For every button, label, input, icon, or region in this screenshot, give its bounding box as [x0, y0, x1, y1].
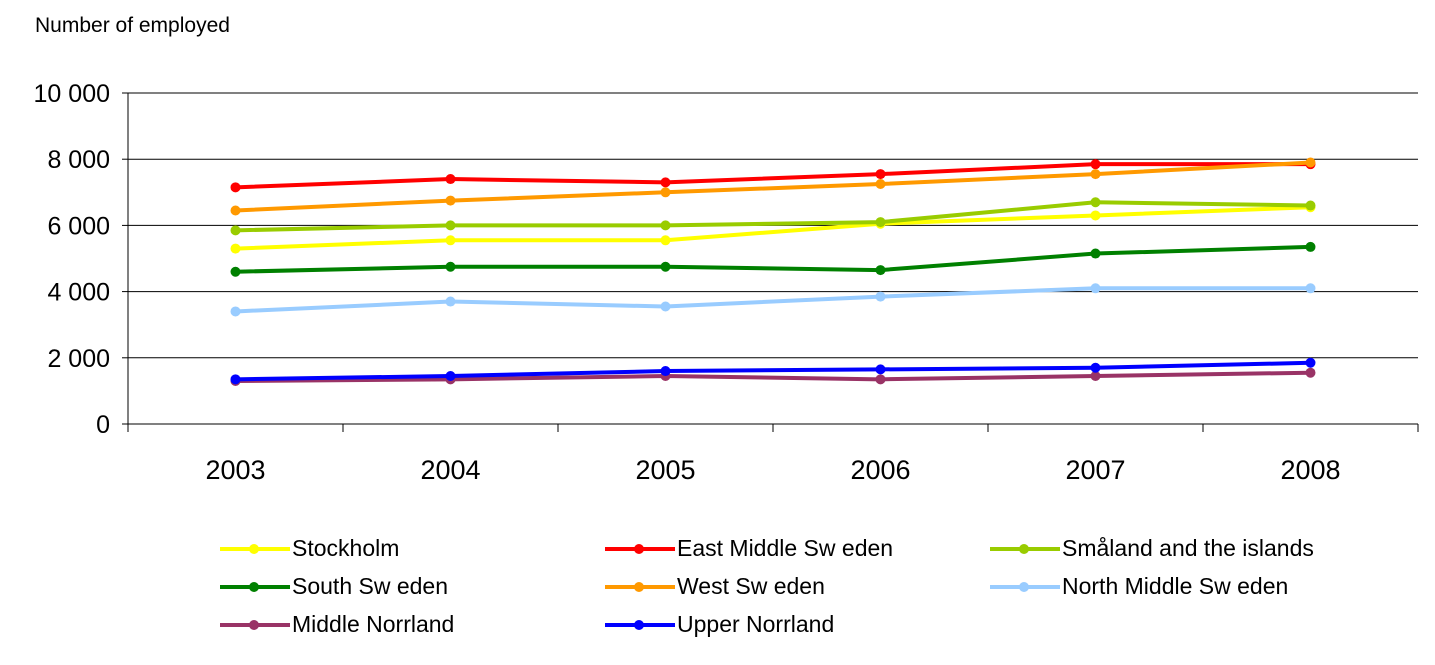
data-point [445, 371, 456, 382]
data-point [1090, 197, 1101, 208]
series-line [235, 205, 1311, 251]
data-point [875, 265, 886, 276]
legend-item: Middle Norrland [220, 611, 454, 638]
legend-item: Upper Norrland [605, 611, 834, 638]
legend-item: Småland and the islands [990, 535, 1314, 562]
data-point [660, 177, 671, 188]
data-point [660, 366, 671, 377]
data-point [230, 374, 241, 385]
legend-item: Stockholm [220, 535, 399, 562]
legend-swatch-marker [634, 581, 644, 592]
legend-swatch-marker [249, 543, 259, 554]
legend-swatch [605, 577, 675, 597]
data-point [445, 195, 456, 206]
data-point [445, 296, 456, 307]
data-point [1090, 210, 1101, 221]
x-tick-label: 2007 [1065, 455, 1125, 485]
legend-swatch-marker [1019, 543, 1029, 554]
data-point [660, 301, 671, 312]
x-tick-label: 2005 [635, 455, 695, 485]
data-point [1090, 159, 1101, 170]
legend-item: East Middle Sw eden [605, 535, 893, 562]
data-point [445, 220, 456, 231]
series-line [235, 286, 1311, 314]
legend-label: East Middle Sw eden [677, 535, 894, 561]
legend-swatch [220, 539, 290, 559]
data-point [875, 374, 886, 385]
series-line [235, 244, 1311, 274]
series-line [235, 200, 1311, 233]
legend-swatch-marker [1019, 581, 1029, 592]
series-line [235, 360, 1311, 382]
data-point [230, 266, 241, 277]
data-point [875, 217, 886, 228]
data-point [1305, 367, 1316, 378]
data-point [660, 235, 671, 246]
data-point [230, 182, 241, 193]
y-tick-label: 6 000 [47, 212, 110, 240]
series-line [235, 162, 1311, 190]
data-point [875, 364, 886, 375]
legend-label: South Sw eden [292, 573, 449, 599]
legend-swatch-marker [634, 543, 644, 554]
data-point [230, 205, 241, 216]
y-tick-label: 10 000 [34, 80, 110, 108]
data-point [230, 225, 241, 236]
x-tick-label: 2004 [420, 455, 480, 485]
data-point [445, 174, 456, 185]
data-point [1305, 357, 1316, 368]
y-tick-label: 4 000 [47, 279, 110, 307]
legend-swatch-marker [249, 581, 259, 592]
data-point [445, 235, 456, 246]
data-point [1090, 169, 1101, 180]
x-tick-label: 2006 [850, 455, 910, 485]
legend-swatch-marker [249, 619, 259, 630]
y-tick-label: 8 000 [47, 146, 110, 174]
y-axis-title: Number of employed [35, 14, 230, 37]
data-point [230, 306, 241, 317]
x-tick-label: 2003 [205, 455, 265, 485]
legend-item: North Middle Sw eden [990, 573, 1288, 600]
data-point [1305, 241, 1316, 252]
data-point [1305, 157, 1316, 168]
legend-swatch [990, 577, 1060, 597]
data-point [1090, 371, 1101, 382]
data-point [875, 291, 886, 302]
legend-swatch [605, 539, 675, 559]
y-tick-label: 2 000 [47, 345, 110, 373]
legend-swatch [220, 615, 290, 635]
data-point [660, 187, 671, 198]
data-point [1305, 200, 1316, 211]
series-line [235, 370, 1311, 383]
legend-label: Middle Norrland [292, 611, 455, 637]
data-point [1090, 283, 1101, 294]
legend-item: South Sw eden [220, 573, 448, 600]
legend-swatch [220, 577, 290, 597]
legend-swatch [990, 539, 1060, 559]
legend-label: Stockholm [292, 535, 400, 561]
data-point [660, 261, 671, 272]
y-tick-label: 0 [96, 411, 110, 439]
data-point [660, 220, 671, 231]
legend-item: West Sw eden [605, 573, 825, 600]
legend-label: Upper Norrland [677, 611, 835, 637]
data-point [1090, 362, 1101, 373]
data-point [230, 243, 241, 254]
legend-swatch [605, 615, 675, 635]
data-point [875, 179, 886, 190]
legend-label: North Middle Sw eden [1062, 573, 1289, 599]
legend-swatch-marker [634, 619, 644, 630]
data-point [1305, 283, 1316, 294]
legend-label: West Sw eden [677, 573, 825, 599]
legend-label: Småland and the islands [1062, 535, 1314, 561]
data-point [445, 261, 456, 272]
series-line [235, 160, 1311, 213]
data-point [875, 169, 886, 180]
data-point [1090, 248, 1101, 259]
x-tick-label: 2008 [1280, 455, 1340, 485]
